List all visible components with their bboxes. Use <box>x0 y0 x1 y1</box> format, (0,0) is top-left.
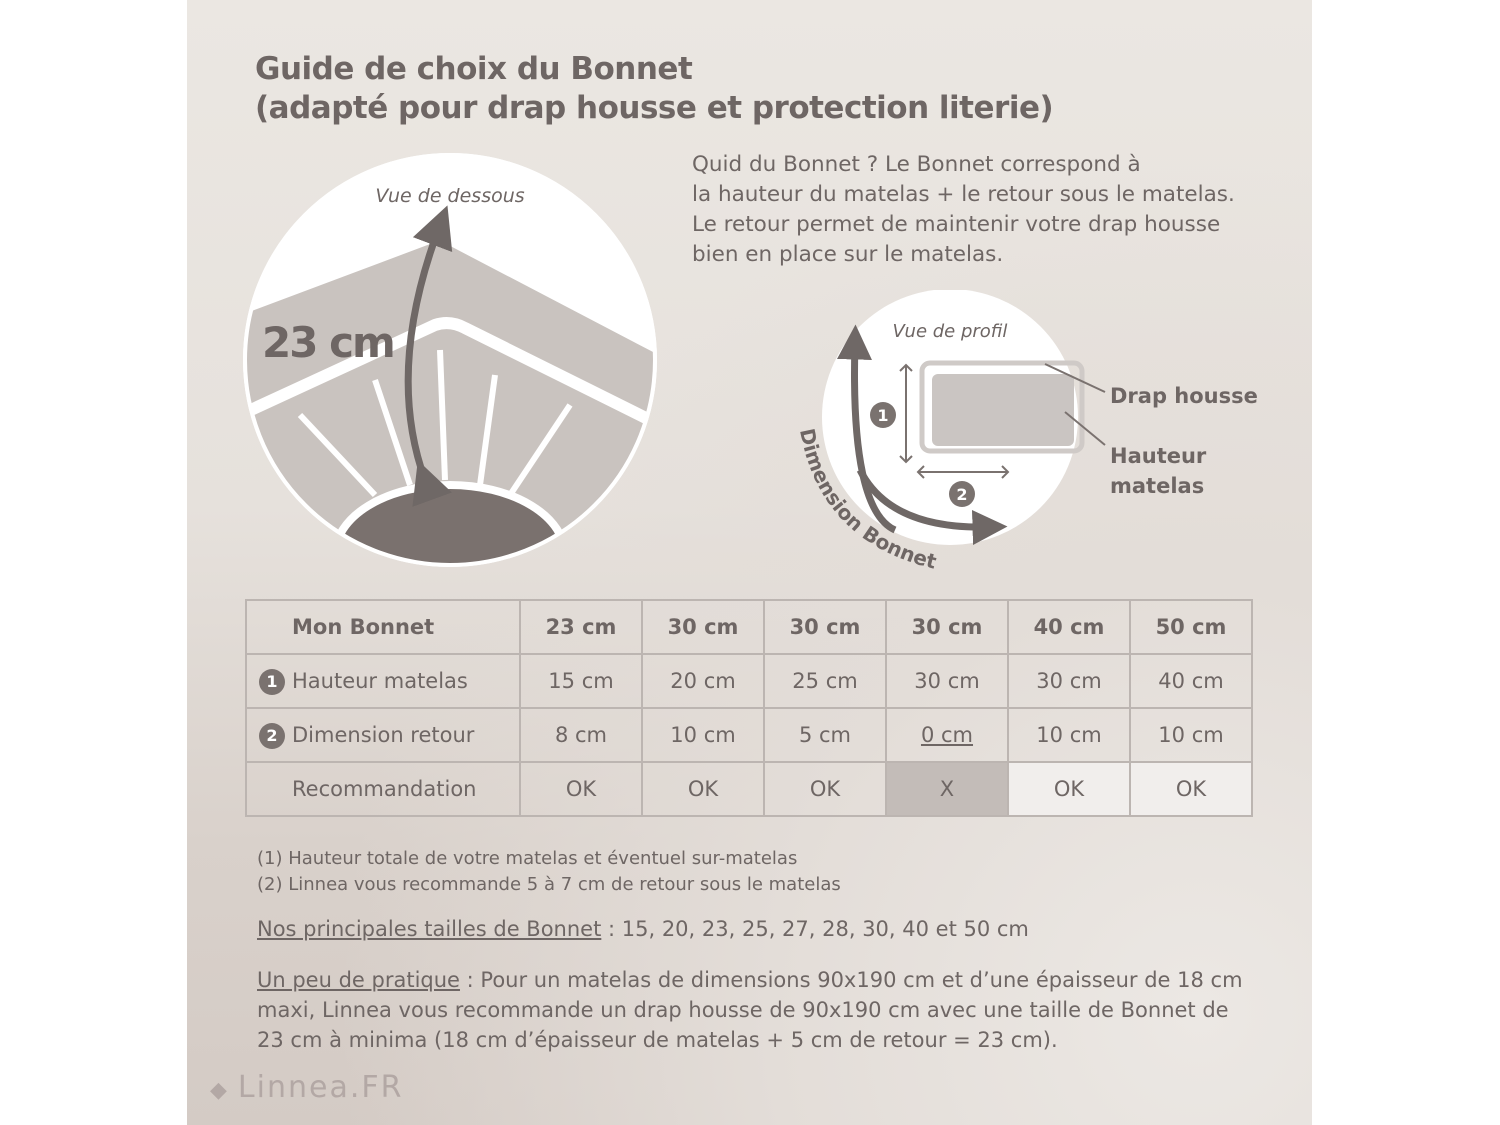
row-label: Recommandation <box>245 761 521 817</box>
row-label: 2 Dimension retour <box>245 707 521 763</box>
table-cell: 15 cm <box>519 653 643 709</box>
number-badge: 2 <box>259 723 285 749</box>
table-row: 1 Hauteur matelas 15 cm 20 cm 25 cm 30 cm… <box>245 653 1253 709</box>
bottom-view-caption: Vue de dessous <box>375 185 524 207</box>
row-label-text: Dimension retour <box>292 723 475 747</box>
table-cell: OK <box>519 761 643 817</box>
marker-2: 2 <box>956 485 967 504</box>
header-cell: Mon Bonnet <box>245 599 521 655</box>
intro-line: bien en place sur le matelas. <box>692 242 1004 267</box>
header-cell: 50 cm <box>1129 599 1253 655</box>
table-cell: OK <box>1007 761 1131 817</box>
table-cell: 20 cm <box>641 653 765 709</box>
label-hauteur: Hauteur <box>1110 444 1207 468</box>
table-cell: 5 cm <box>763 707 887 763</box>
number-badge: 1 <box>259 669 285 695</box>
table-cell: 25 cm <box>763 653 887 709</box>
label-matelas: matelas <box>1110 474 1204 498</box>
table-header-row: Mon Bonnet 23 cm 30 cm 30 cm 30 cm 40 cm… <box>245 599 1253 655</box>
profile-view-diagram: 1 2 Vue de profil Drap housse Hauteur ma… <box>795 290 1258 574</box>
header-cell: 30 cm <box>763 599 887 655</box>
table-cell: 10 cm <box>641 707 765 763</box>
practice-text: : Pour un matelas de dimensions 90x190 c… <box>257 968 1243 1052</box>
table-cell: 10 cm <box>1129 707 1253 763</box>
footnote: (1) Hauteur totale de votre matelas et é… <box>257 848 798 869</box>
marker-1: 1 <box>877 406 888 425</box>
table-row: Recommandation OK OK OK X OK OK <box>245 761 1253 817</box>
intro-line: Le retour permet de maintenir votre drap… <box>692 212 1221 237</box>
table-cell: OK <box>641 761 765 817</box>
header-cell: 30 cm <box>885 599 1009 655</box>
header-cell: 30 cm <box>641 599 765 655</box>
table-cell: 30 cm <box>1007 653 1131 709</box>
table-cell-not-ok: X <box>885 761 1009 817</box>
practice-paragraph: Un peu de pratique : Pour un matelas de … <box>257 965 1257 1055</box>
sizes-label: Nos principales tailles de Bonnet <box>257 917 602 941</box>
subtitle-line: (adapté pour drap housse et protection l… <box>255 90 1054 126</box>
label-drap-housse: Drap housse <box>1110 384 1258 408</box>
table-cell: 30 cm <box>885 653 1009 709</box>
sizes-text: : 15, 20, 23, 25, 27, 28, 30, 40 et 50 c… <box>601 917 1029 941</box>
logo-text: Linnea.FR <box>237 1070 404 1105</box>
bonnet-measure-label: 23 cm <box>262 318 394 367</box>
page-title: Guide de choix du Bonnet (adapté pour dr… <box>255 50 1054 128</box>
linnea-logo: ◆ Linnea.FR <box>210 1070 403 1105</box>
practice-label: Un peu de pratique <box>257 968 460 992</box>
table-cell: OK <box>763 761 887 817</box>
table-cell: 0 cm <box>885 707 1009 763</box>
row-label-text: Hauteur matelas <box>292 669 468 693</box>
header-cell: 23 cm <box>519 599 643 655</box>
intro-line: la hauteur du matelas + le retour sous l… <box>692 182 1235 207</box>
table-cell: 8 cm <box>519 707 643 763</box>
profile-view-caption: Vue de profil <box>893 321 1008 342</box>
footnotes: (1) Hauteur totale de votre matelas et é… <box>257 846 841 898</box>
bottom-view-diagram: Vue de dessous 23 cm <box>243 153 657 567</box>
intro-text: Quid du Bonnet ? Le Bonnet correspond à … <box>692 150 1252 270</box>
underlined-value: 0 cm <box>920 723 974 747</box>
table-row: 2 Dimension retour 8 cm 10 cm 5 cm 0 cm 1… <box>245 707 1253 763</box>
logo-icon: ◆ <box>210 1078 238 1103</box>
bonnet-table: Mon Bonnet 23 cm 30 cm 30 cm 30 cm 40 cm… <box>245 599 1253 817</box>
row-label: 1 Hauteur matelas <box>245 653 521 709</box>
table-cell: OK <box>1129 761 1253 817</box>
intro-line: Quid du Bonnet ? Le Bonnet correspond à <box>692 152 1141 177</box>
footnote: (2) Linnea vous recommande 5 à 7 cm de r… <box>257 874 841 895</box>
table-cell: 40 cm <box>1129 653 1253 709</box>
header-cell: 40 cm <box>1007 599 1131 655</box>
table-cell: 10 cm <box>1007 707 1131 763</box>
title-line: Guide de choix du Bonnet <box>255 51 693 87</box>
main-sizes: Nos principales tailles de Bonnet : 15, … <box>257 917 1029 941</box>
